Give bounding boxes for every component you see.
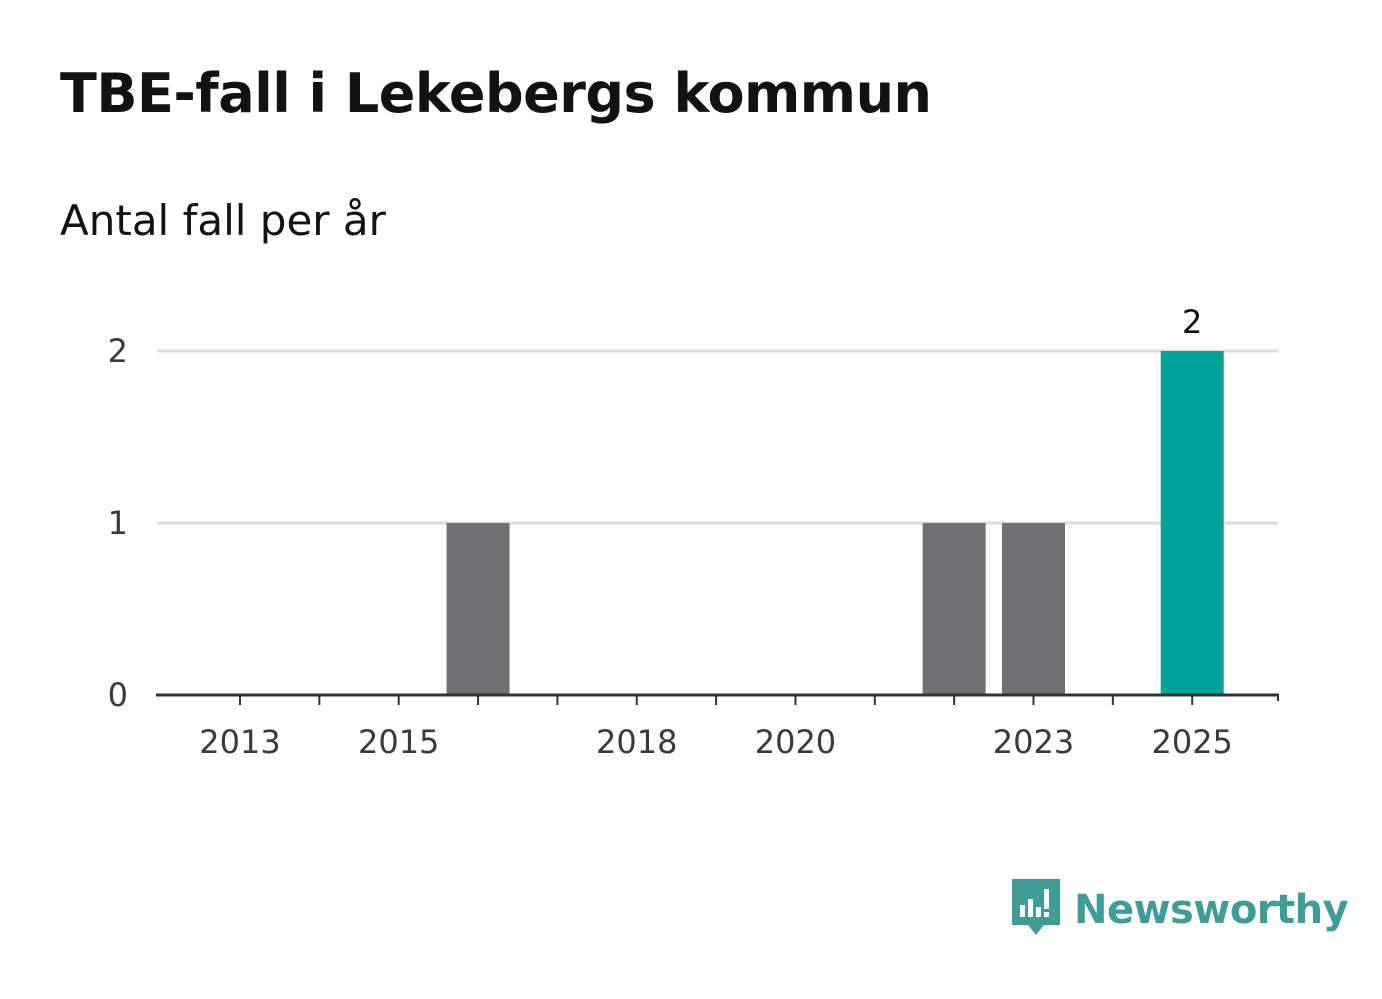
y-axis-labels: 0 1 2 xyxy=(108,332,128,714)
brand-logo: Newsworthy xyxy=(1010,877,1349,943)
newsworthy-logo-icon xyxy=(1010,877,1062,943)
grid-lines xyxy=(157,349,1278,525)
bars xyxy=(446,351,1224,695)
brand-name: Newsworthy xyxy=(1074,887,1349,933)
bar-2022 xyxy=(922,523,986,695)
data-label-2025: 2 xyxy=(1182,303,1202,341)
x-axis-labels: 2013 2015 2018 2020 2023 2025 xyxy=(199,723,1233,761)
data-labels: 2 xyxy=(1182,303,1202,341)
y-tick-label-2: 2 xyxy=(108,332,128,370)
x-tick-label-2025: 2025 xyxy=(1151,723,1232,761)
y-tick-label-1: 1 xyxy=(108,504,128,542)
bar-2016 xyxy=(446,523,510,695)
bar-2025 xyxy=(1160,351,1224,695)
y-tick-label-0: 0 xyxy=(108,676,128,714)
bar-chart: 0 1 2 2013 2015 2018 2020 2023 2025 2 xyxy=(108,303,1279,761)
x-axis xyxy=(156,693,1279,705)
chart-subtitle: Antal fall per år xyxy=(60,196,386,245)
chart-title: TBE-fall i Lekebergs kommun xyxy=(60,62,932,125)
x-tick-label-2023: 2023 xyxy=(993,723,1074,761)
x-tick-label-2020: 2020 xyxy=(755,723,836,761)
x-tick-label-2013: 2013 xyxy=(199,723,280,761)
x-tick-label-2015: 2015 xyxy=(358,723,439,761)
bar-2023 xyxy=(1002,523,1065,695)
x-tick-label-2018: 2018 xyxy=(596,723,677,761)
